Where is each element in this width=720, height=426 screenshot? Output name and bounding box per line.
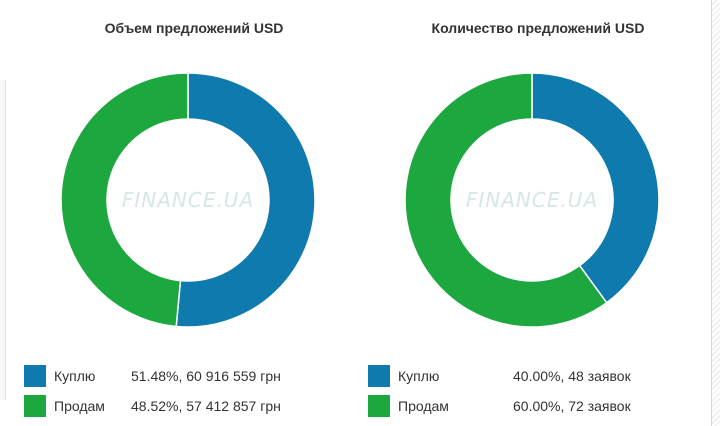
legend-value-buy: 40.00%, 48 заявок (513, 368, 631, 384)
count-chart-panel: Количество предложений USD FINANCE.UA Ку… (368, 0, 708, 426)
legend-swatch-sell (24, 395, 46, 417)
legend-label-buy: Куплю (398, 368, 440, 384)
legend-item-sell: Продам 48.52%, 57 412 857 грн (24, 393, 364, 419)
legend-label-buy: Куплю (54, 368, 96, 384)
legend-item-buy: Куплю 51.48%, 60 916 559 грн (24, 363, 364, 389)
left-frame-edge (0, 80, 6, 400)
donut-chart: FINANCE.UA (60, 72, 316, 328)
slice-sell (404, 72, 608, 328)
legend-value-buy: 51.48%, 60 916 559 грн (131, 368, 281, 384)
legend-swatch-sell (368, 395, 390, 417)
watermark-logo: FINANCE.UA (466, 188, 598, 212)
legend-label-sell: Продам (398, 398, 449, 414)
legend-item-buy: Куплю 40.00%, 48 заявок (368, 363, 708, 389)
legend-value-sell: 48.52%, 57 412 857 грн (131, 398, 281, 414)
slice-buy (175, 72, 316, 328)
slice-sell (60, 72, 189, 328)
legend-swatch-buy (24, 365, 46, 387)
right-frame-edge (711, 0, 720, 426)
legend-swatch-buy (368, 365, 390, 387)
legend-value-sell: 60.00%, 72 заявок (513, 398, 631, 414)
slice-buy (531, 72, 660, 304)
chart-title: Объем предложений USD (104, 20, 284, 36)
chart-title: Количество предложений USD (431, 20, 645, 36)
watermark-logo: FINANCE.UA (122, 188, 254, 212)
volume-chart-panel: Объем предложений USD FINANCE.UA Куплю 5… (24, 0, 364, 426)
donut-chart: FINANCE.UA (404, 72, 660, 328)
legend-item-sell: Продам 60.00%, 72 заявок (368, 393, 708, 419)
legend-label-sell: Продам (54, 398, 105, 414)
